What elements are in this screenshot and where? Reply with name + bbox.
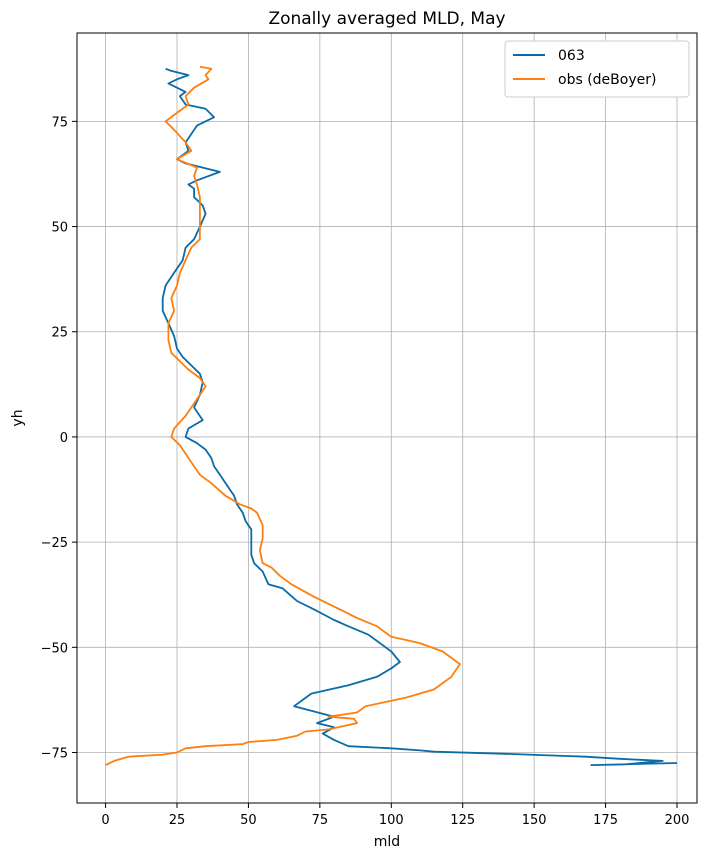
y-tick-label: −25 xyxy=(41,536,68,551)
legend-box xyxy=(504,40,690,98)
grid-lines xyxy=(77,33,697,803)
x-tick-label: 25 xyxy=(169,813,186,828)
legend-label-063: 063 xyxy=(558,48,585,64)
y-tick-label: 25 xyxy=(51,326,68,341)
y-tick-label: 0 xyxy=(60,431,68,446)
legend-label-obs: obs (deBoyer) xyxy=(558,72,656,88)
y-tick-label: −50 xyxy=(41,641,68,656)
series-line-063 xyxy=(161,67,678,766)
x-tick-label: 200 xyxy=(665,813,690,828)
y-axis-label: yh xyxy=(10,409,26,426)
chart-title: Zonally averaged MLD, May xyxy=(268,9,505,29)
x-tick-label: 0 xyxy=(101,813,109,828)
x-tick-label: 50 xyxy=(240,813,257,828)
y-tick-label: 75 xyxy=(51,115,68,130)
x-tick-label: 125 xyxy=(450,813,475,828)
y-tick-label: 50 xyxy=(51,221,68,236)
plot-frame xyxy=(76,32,698,804)
axis-ticks: 0 25 50 75 100 125 150 175 200 −75 −50 −25 0 25 50 75 xyxy=(41,115,690,828)
x-tick-label: 175 xyxy=(593,813,618,828)
x-tick-label: 75 xyxy=(312,813,329,828)
y-tick-label: −75 xyxy=(41,747,68,762)
x-axis-label: mld xyxy=(374,834,400,850)
x-tick-label: 150 xyxy=(522,813,547,828)
x-tick-label: 100 xyxy=(379,813,404,828)
legend: 063 obs (deBoyer) xyxy=(504,40,690,98)
series-line-obs xyxy=(105,65,461,766)
series-layer xyxy=(105,65,678,766)
